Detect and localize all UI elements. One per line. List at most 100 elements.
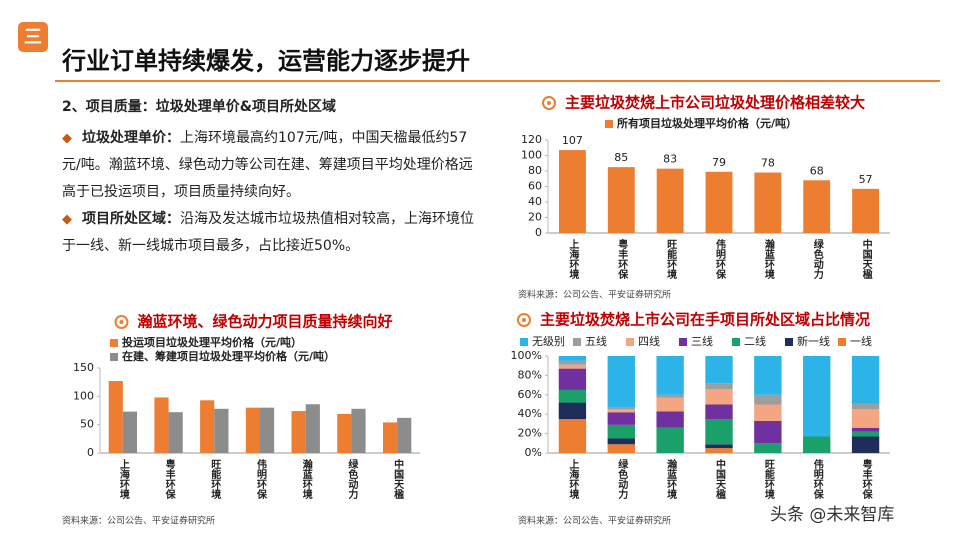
x-tick-label: 旺能环境: [665, 239, 677, 280]
x-tick-label: 上海环境: [117, 458, 129, 500]
legend-label: 在建、筹建项目垃圾处理平均价格（元/吨）: [122, 349, 335, 363]
title-icon: [541, 96, 556, 110]
legend-swatch: [732, 338, 740, 346]
chart-title: 主要垃圾焚烧上市公司在手项目所处区域占比情况: [540, 311, 870, 329]
y-tick-label: 60: [528, 180, 542, 193]
badge: [18, 22, 48, 52]
bar-segment: [754, 356, 782, 395]
bar: [803, 180, 831, 233]
legend-swatch: [573, 338, 581, 346]
bar-segment: [607, 444, 635, 453]
bar-segment: [607, 438, 635, 445]
bar-segment: [851, 409, 880, 428]
x-tick-label: 伟明环保: [811, 458, 824, 500]
title-icon: [546, 101, 551, 105]
bar: [656, 168, 684, 233]
x-tick-label: 旺能环境: [209, 459, 221, 500]
bar-segment: [607, 407, 635, 410]
bar: [108, 381, 123, 453]
bar: [397, 417, 412, 453]
y-tick-label: 100: [521, 149, 542, 162]
y-tick-label: 0: [535, 226, 542, 239]
bullet: ◆ 项目所处区域：沿海及发达城市垃圾热值相对较高，上海环境位于一线、新一线城市项目…: [62, 211, 474, 254]
bar: [852, 188, 880, 233]
watermark: 头条 @未来智库: [770, 505, 894, 525]
bar-segment: [851, 436, 880, 453]
bar-segment: [607, 424, 635, 439]
y-tick-label: 60%: [518, 388, 542, 401]
bar-segment: [558, 356, 587, 361]
bar-segment: [803, 436, 831, 453]
bar: [705, 171, 733, 233]
y-tick-label: 40%: [518, 407, 542, 420]
x-tick-label: 中国天楹: [860, 238, 872, 280]
bar: [122, 411, 138, 453]
title-icon: [119, 320, 124, 324]
text-block: 2、项目质量：垃圾处理单价&项目所处区域 ◆ 垃圾处理单价：上海环境最高约107元…: [62, 94, 482, 260]
bar-segment: [607, 409, 635, 413]
chart-title: 瀚蓝环境、绿色动力项目质量持续向好: [137, 313, 392, 331]
title-icon: [516, 313, 531, 327]
bar-segment: [705, 419, 733, 445]
subtitle: 2、项目质量：垃圾处理单价&项目所处区域: [62, 99, 336, 115]
legend-label: 无级别: [532, 335, 565, 348]
bar-segment: [705, 404, 733, 420]
bar-segment: [754, 404, 782, 421]
legend-label: 五线: [585, 334, 607, 348]
legend-swatch: [110, 339, 118, 347]
title-icon: [114, 315, 129, 329]
legend-swatch: [110, 353, 118, 361]
y-tick-label: 40: [528, 195, 542, 208]
bar-segment: [754, 394, 782, 405]
bullet-body: 上海环境最高约107元/吨，中国天楹最低约57元/吨。瀚蓝环境、绿色动力等公司在…: [62, 130, 473, 200]
bar: [305, 404, 320, 453]
bar-segment: [705, 444, 733, 449]
bar-segment: [803, 356, 831, 437]
bar-segment: [558, 402, 587, 420]
source-note: 资料来源：公司公告、平安证券研究所: [62, 515, 215, 527]
bar-segment: [656, 397, 684, 412]
bar-segment: [607, 356, 635, 408]
y-tick-label: 100%: [511, 349, 542, 362]
bar: [291, 411, 306, 453]
bar: [168, 412, 183, 453]
data-label: 83: [663, 153, 677, 166]
bullet: ◆ 垃圾处理单价：上海环境最高约107元/吨，中国天楹最低约57元/吨。瀚蓝环境、…: [62, 130, 473, 200]
bar: [200, 400, 215, 453]
legend-label: 二线: [744, 334, 766, 348]
x-tick-label: 绿色动力: [346, 458, 358, 500]
y-tick-label: 50: [80, 418, 94, 431]
x-tick-label: 上海环境: [567, 458, 579, 500]
x-tick-label: 绿色动力: [811, 238, 823, 280]
title-icon: [521, 318, 526, 322]
x-tick-label: 旺能环境: [762, 459, 774, 500]
bar: [337, 413, 352, 453]
bar-segment: [607, 412, 635, 425]
legend-label: 三线: [691, 334, 713, 348]
y-tick-label: 0: [87, 446, 94, 459]
data-label: 107: [562, 134, 583, 147]
x-tick-label: 伟明环保: [714, 238, 727, 280]
bar: [351, 408, 366, 453]
x-tick-label: 中国天楹: [714, 458, 726, 500]
bar-segment: [558, 360, 587, 365]
bar-segment: [558, 419, 587, 453]
source-note: 资料来源：公司公告、平安证券研究所: [518, 515, 671, 527]
data-label: 85: [614, 151, 628, 164]
source-note: 资料来源：公司公告、平安证券研究所: [518, 289, 671, 301]
bar-segment: [558, 364, 587, 369]
slide-title: 行业订单持续爆发，运营能力逐步提升: [61, 47, 470, 75]
legend-swatch: [626, 338, 634, 346]
x-tick-label: 瀚蓝环境: [762, 238, 774, 280]
badge-text: 三: [24, 27, 42, 48]
bar-segment: [558, 368, 587, 390]
x-tick-label: 粤丰环保: [860, 458, 873, 500]
y-tick-label: 100: [73, 389, 94, 402]
x-tick-label: 瀚蓝环境: [300, 458, 312, 500]
y-tick-label: 120: [521, 133, 542, 146]
legend-swatch: [785, 338, 793, 346]
bar: [558, 150, 586, 233]
y-tick-label: 0%: [525, 446, 542, 459]
